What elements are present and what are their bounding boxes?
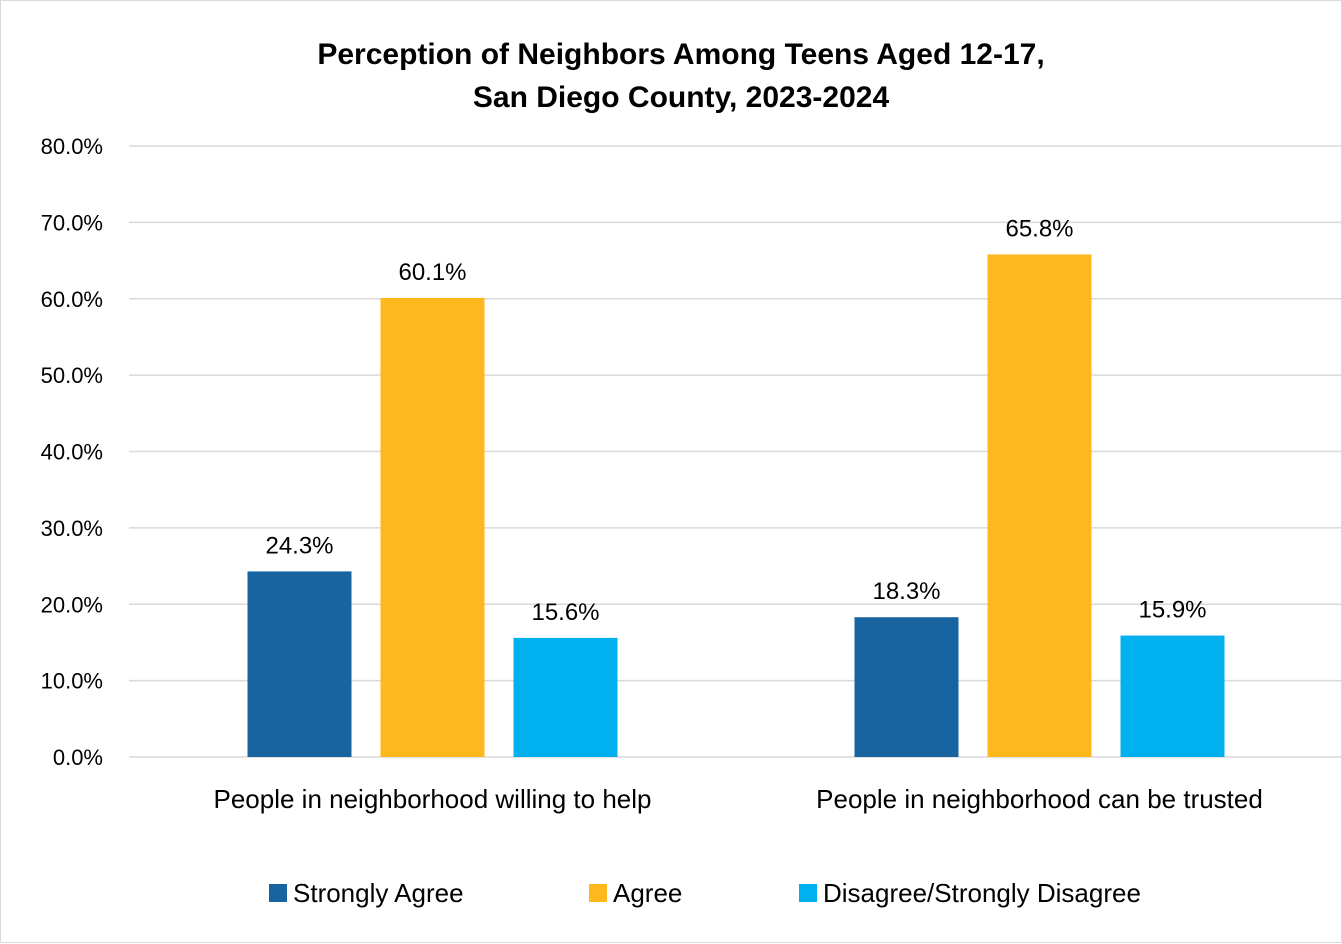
data-label: 15.9%: [1138, 597, 1206, 624]
y-tick-label: 30.0%: [41, 516, 103, 541]
data-label: 18.3%: [872, 578, 940, 605]
legend: Strongly Agree Agree Disagree/Strongly Dis…: [269, 878, 1141, 908]
data-labels: 24.3% 60.1% 15.6% 18.3% 65.8% 15.9%: [265, 215, 1206, 625]
y-tick-label: 0.0%: [53, 745, 103, 770]
bar-disagree-strongly-disagree-2: [1120, 635, 1225, 757]
legend-label: Strongly Agree: [293, 878, 464, 908]
y-tick-label: 70.0%: [41, 210, 103, 235]
y-tick-label: 10.0%: [41, 669, 103, 694]
bar-strongly-agree-2: [854, 617, 959, 757]
category-label: People in neighborhood willing to help: [214, 784, 652, 814]
y-tick-label: 40.0%: [41, 440, 103, 465]
chart-subtitle: San Diego County, 2023-2024: [473, 81, 890, 114]
data-label: 65.8%: [1005, 215, 1073, 242]
bars: [247, 254, 1225, 757]
chart-title: Perception of Neighbors Among Teens Aged…: [317, 38, 1044, 71]
legend-label: Agree: [613, 878, 682, 908]
bar-agree-2: [987, 254, 1092, 757]
legend-swatch: [269, 884, 287, 902]
data-label: 60.1%: [398, 259, 466, 286]
y-tick-label: 20.0%: [41, 592, 103, 617]
category-label: People in neighborhood can be trusted: [816, 784, 1263, 814]
legend-swatch: [589, 884, 607, 902]
y-tick-label: 60.0%: [41, 287, 103, 312]
legend-swatch: [799, 884, 817, 902]
bar-agree-1: [380, 297, 485, 757]
data-label: 15.6%: [531, 599, 599, 626]
y-tick-label: 50.0%: [41, 363, 103, 388]
bar-strongly-agree-1: [247, 571, 352, 757]
y-tick-label: 80.0%: [41, 134, 103, 159]
data-label: 24.3%: [265, 532, 333, 559]
x-axis-categories: People in neighborhood willing to help Pe…: [214, 784, 1263, 814]
legend-label: Disagree/Strongly Disagree: [823, 878, 1141, 908]
y-axis-ticks: 0.0% 10.0% 20.0% 30.0% 40.0% 50.0% 60.0% 70.0% 8…: [41, 134, 103, 770]
bar-disagree-strongly-disagree-1: [513, 637, 618, 757]
